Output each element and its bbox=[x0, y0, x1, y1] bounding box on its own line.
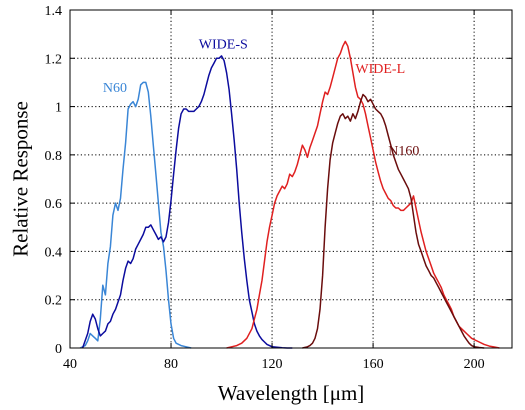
y-tick-label: 0.8 bbox=[45, 149, 63, 164]
series-layer bbox=[79, 40, 500, 349]
x-tick-label: 40 bbox=[63, 357, 77, 372]
y-tick-label: 0 bbox=[55, 342, 62, 357]
y-tick-label: 0.2 bbox=[45, 294, 63, 309]
series-line-n60 bbox=[79, 81, 192, 349]
series-label-n160: N160 bbox=[388, 144, 419, 159]
series-line-wide-s bbox=[81, 55, 293, 349]
y-tick-label: 0.4 bbox=[45, 245, 63, 260]
series-label-wide-l: WIDE-L bbox=[355, 62, 405, 77]
x-tick-label: 80 bbox=[164, 357, 178, 372]
series-line-n160 bbox=[302, 93, 485, 349]
y-tick-label: 1 bbox=[55, 101, 62, 116]
plot-frame bbox=[69, 9, 513, 349]
y-axis-label: Relative Response bbox=[8, 101, 32, 257]
grid bbox=[70, 10, 512, 348]
x-tick-label: 120 bbox=[262, 357, 283, 372]
x-tick-label: 200 bbox=[464, 357, 485, 372]
y-tick-label: 1.2 bbox=[45, 52, 63, 67]
series-label-n60: N60 bbox=[103, 81, 127, 96]
x-tick-label: 160 bbox=[363, 357, 384, 372]
x-axis-label: Wavelength [μm] bbox=[218, 381, 365, 405]
y-tick-label: 1.4 bbox=[45, 4, 63, 19]
series-labels: N60 WIDE-S WIDE-L N160 bbox=[103, 38, 420, 159]
y-tick-label: 0.6 bbox=[45, 197, 63, 212]
x-axis-ticks: 40 80 120 160 200 bbox=[63, 10, 485, 372]
y-axis-ticks: 0 0.2 0.4 0.6 0.8 1 1.2 1.4 bbox=[45, 4, 512, 357]
series-label-wide-s: WIDE-S bbox=[199, 38, 248, 53]
series-line-wide-l bbox=[226, 40, 500, 349]
